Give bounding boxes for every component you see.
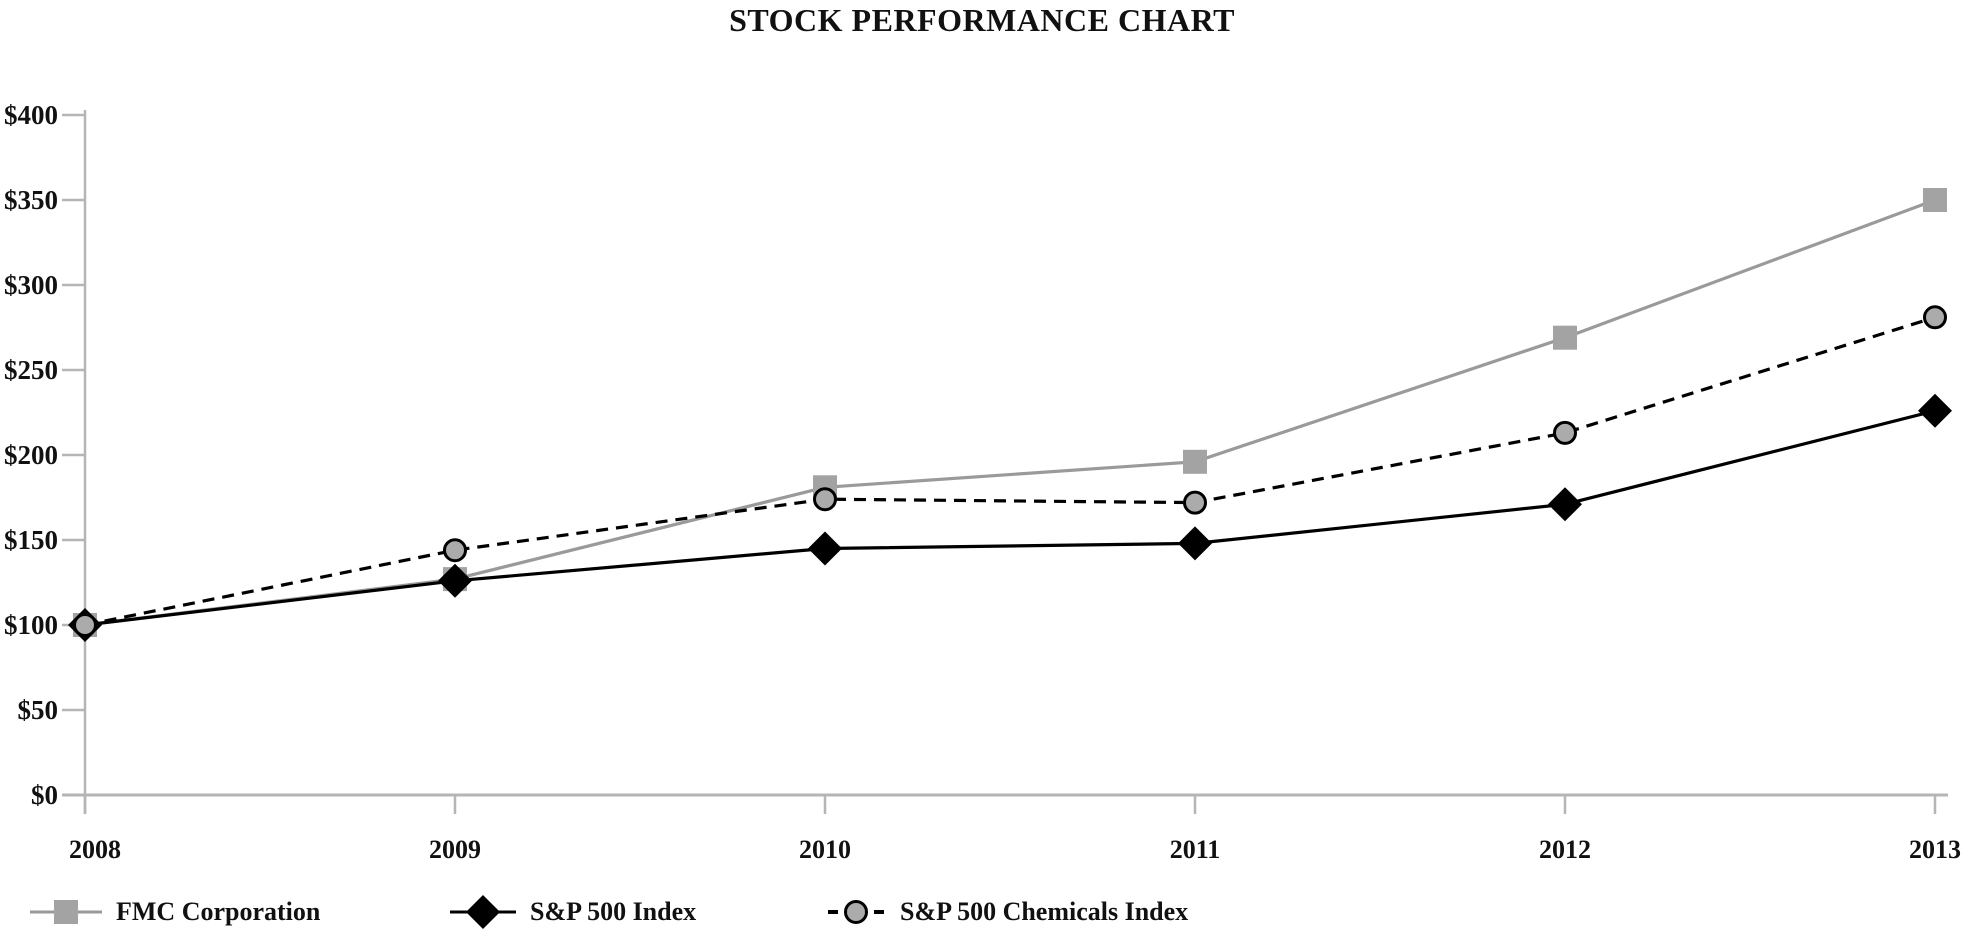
series-line-1 <box>84 409 1936 627</box>
circle-marker <box>844 900 868 924</box>
y-tick-label: $150 <box>4 525 58 555</box>
y-tick-label: $250 <box>4 355 58 385</box>
diamond-marker <box>438 563 472 598</box>
circle-marker-icon <box>828 900 884 924</box>
circle-marker <box>1183 490 1207 515</box>
x-tick-label: 2009 <box>429 835 481 864</box>
circle-marker <box>1923 305 1947 330</box>
performance-chart: $0 $50 $100 $150 $200 $250 $300 $350 $400 2008 200… <box>4 100 1961 864</box>
x-tick-label: 2013 <box>1909 835 1961 864</box>
square-marker <box>1923 188 1947 212</box>
diamond-marker <box>466 895 500 929</box>
diamond-marker <box>1918 393 1952 428</box>
y-tick-label: $0 <box>31 780 58 810</box>
y-tick-label: $50 <box>18 695 59 725</box>
chart-title: STOCK PERFORMANCE CHART <box>729 2 1235 38</box>
diamond-marker <box>1178 526 1212 561</box>
square-marker-icon <box>30 900 102 924</box>
y-tick-label: $400 <box>4 100 58 130</box>
y-tick-label: $200 <box>4 440 58 470</box>
circle-marker <box>443 538 467 563</box>
square-marker <box>54 900 78 924</box>
x-tick-label: 2012 <box>1539 835 1591 864</box>
series-line-0 <box>84 198 1936 627</box>
y-tick-label: $300 <box>4 270 58 300</box>
legend-label-sp500: S&P 500 Index <box>530 897 697 926</box>
y-tick-label: $350 <box>4 185 58 215</box>
square-marker <box>1553 325 1577 350</box>
diamond-marker <box>1548 487 1582 522</box>
y-tick-label: $100 <box>4 610 58 640</box>
circle-marker <box>813 487 837 512</box>
x-tick-label: 2008 <box>69 835 121 864</box>
square-marker <box>1183 449 1207 474</box>
series-line-2 <box>84 315 1936 627</box>
circle-marker <box>1553 420 1577 445</box>
legend-label-fmc: FMC Corporation <box>116 897 321 926</box>
legend-label-sp500-chemicals: S&P 500 Chemicals Index <box>900 897 1189 926</box>
diamond-marker-icon <box>450 895 516 929</box>
legend-item-sp500-chemicals: S&P 500 Chemicals Index <box>828 886 1188 934</box>
x-tick-label: 2011 <box>1170 835 1221 864</box>
legend: FMC Corporation S&P 500 Index S&P 500 Ch… <box>0 886 1964 934</box>
circle-marker <box>73 613 97 637</box>
x-tick-label: 2010 <box>799 835 851 864</box>
legend-item-sp500: S&P 500 Index <box>450 886 696 934</box>
legend-item-fmc: FMC Corporation <box>30 886 320 934</box>
diamond-marker <box>808 531 842 566</box>
